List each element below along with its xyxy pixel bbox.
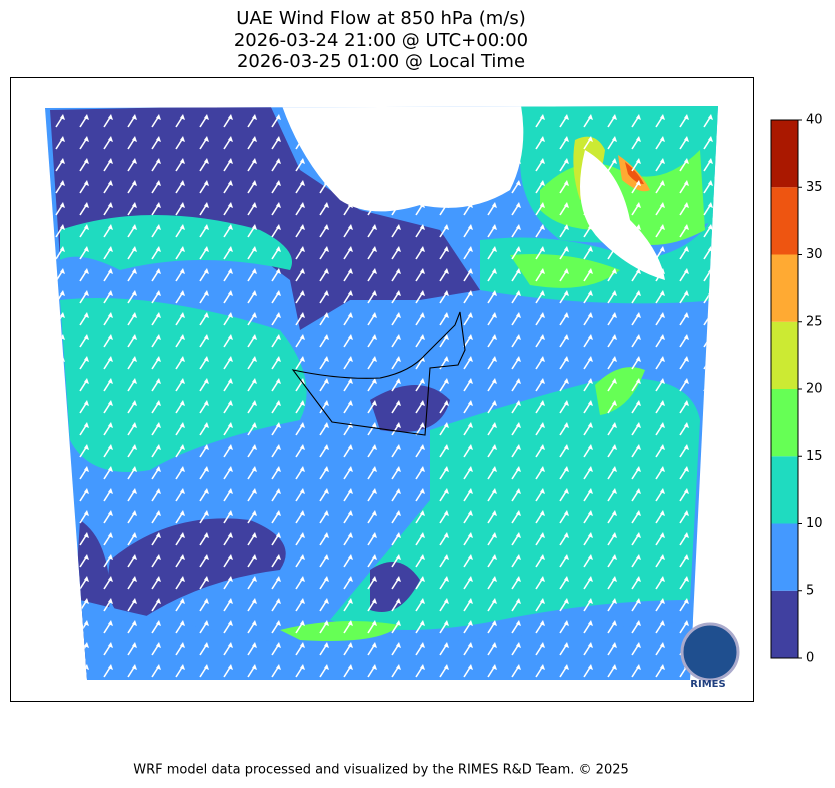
logo-text: RIMES	[690, 679, 725, 690]
colorbar-segment	[771, 254, 798, 322]
tick-label: 10	[806, 516, 823, 531]
colorbar: 0 5 10 15 20 25 30 35 40	[770, 113, 823, 666]
logo: RIMES	[680, 622, 740, 690]
logo-badge	[680, 622, 740, 682]
colorbar-segment	[771, 321, 798, 389]
colorbar-segment	[771, 389, 798, 457]
colorbar-segment	[771, 456, 798, 524]
title-line: UAE Wind Flow at 850 hPa (m/s)	[236, 8, 525, 29]
footer: WRF model data processed and visualized …	[133, 763, 629, 778]
tick-label: 30	[806, 247, 823, 262]
tick-label: 15	[806, 449, 823, 464]
tick-label: 35	[806, 180, 823, 195]
tick-label: 25	[806, 314, 823, 329]
tick-label: 0	[806, 651, 814, 666]
colorbar-segment	[771, 187, 798, 255]
country-border	[291, 311, 466, 436]
wind-arrows	[45, 106, 718, 680]
title-line: 2026-03-24 21:00 @ UTC+00:00	[234, 30, 528, 51]
map-frame	[10, 77, 754, 702]
colorbar-segment	[771, 120, 798, 188]
tick-label: 40	[806, 113, 823, 128]
tick-label: 20	[806, 382, 823, 397]
tick-label: 5	[806, 583, 814, 598]
colorbar-segment	[771, 590, 798, 658]
colorbar-segment	[771, 523, 798, 591]
title-line: 2026-03-25 01:00 @ Local Time	[237, 51, 525, 72]
wind-map	[45, 106, 718, 680]
